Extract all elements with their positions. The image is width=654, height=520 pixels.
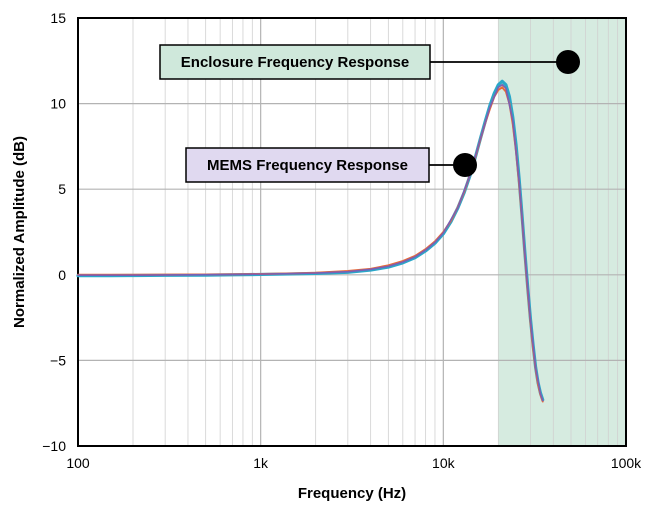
svg-text:−10: −10 <box>42 438 66 454</box>
svg-text:10: 10 <box>50 96 66 112</box>
svg-text:100: 100 <box>66 455 90 471</box>
svg-text:MEMS Frequency Response: MEMS Frequency Response <box>207 157 408 174</box>
svg-text:Enclosure Frequency Response: Enclosure Frequency Response <box>181 54 409 71</box>
svg-text:1k: 1k <box>253 455 269 471</box>
x-axis-label: Frequency (Hz) <box>298 485 406 502</box>
svg-text:0: 0 <box>58 267 66 283</box>
frequency-response-chart: 100 1k 10k 100k −10 −5 0 5 10 15 Frequency (Hz) Nor… <box>0 0 654 520</box>
y-axis-label: Normalized Amplitude (dB) <box>11 136 28 328</box>
svg-text:100k: 100k <box>611 455 642 471</box>
svg-text:10k: 10k <box>432 455 456 471</box>
svg-text:5: 5 <box>58 181 66 197</box>
svg-text:−5: −5 <box>50 352 66 368</box>
svg-text:15: 15 <box>50 10 66 26</box>
